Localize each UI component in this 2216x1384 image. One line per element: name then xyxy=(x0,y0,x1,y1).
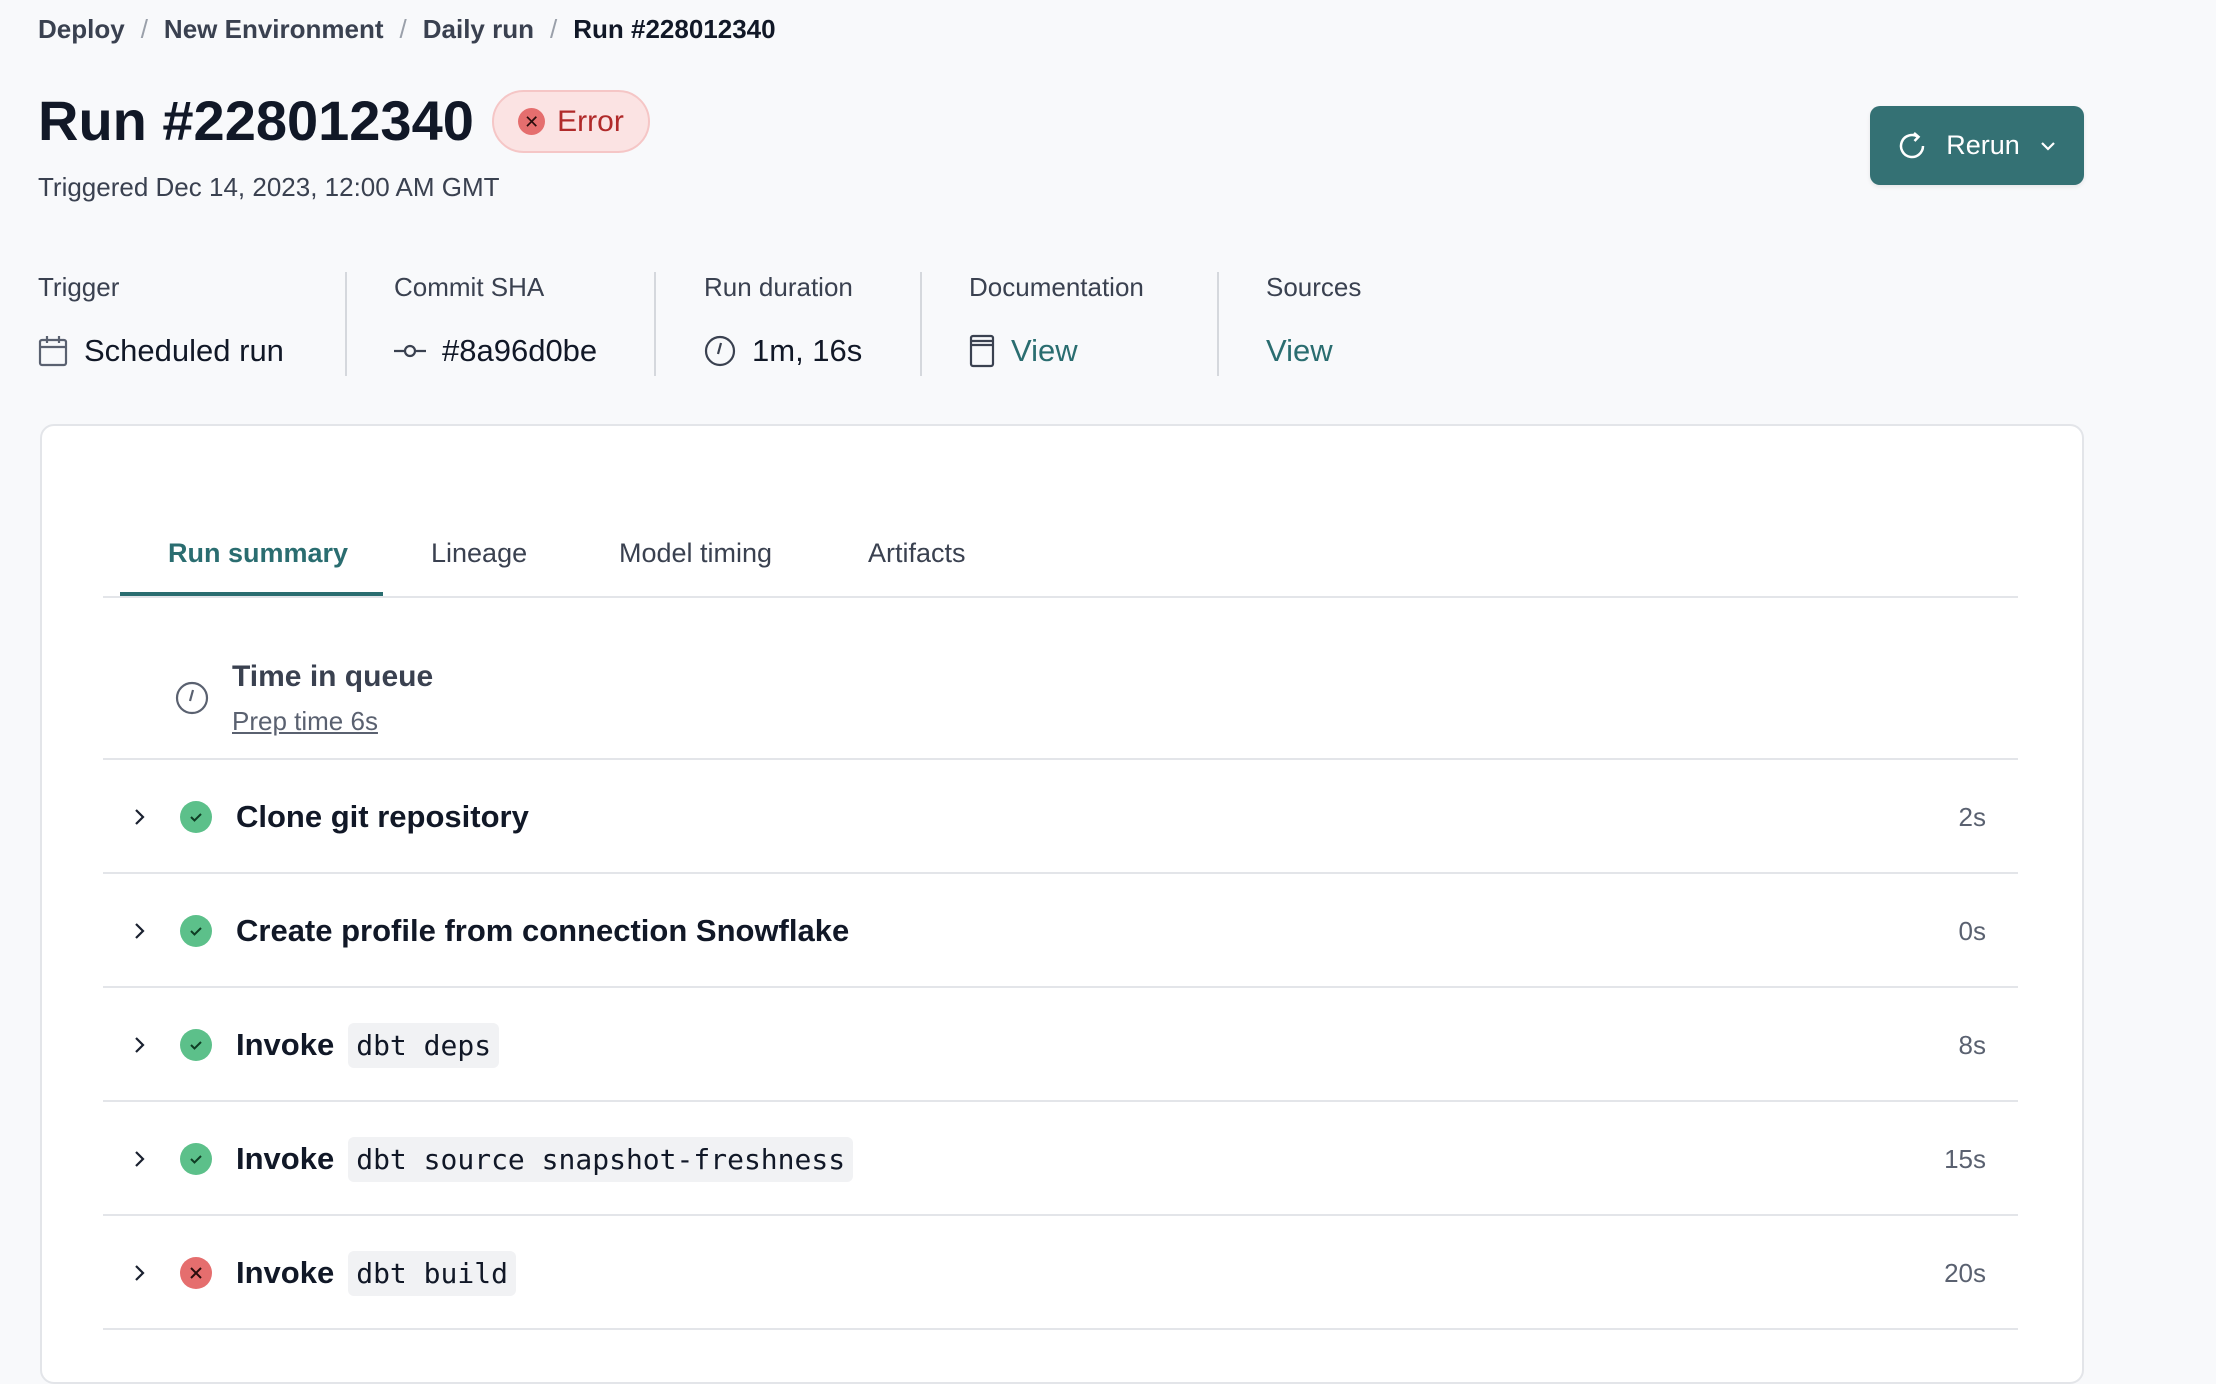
meta-label: Commit SHA xyxy=(394,272,545,302)
step-label: Invoke xyxy=(236,1255,335,1290)
meta-duration: Run duration 1m, 16s xyxy=(704,272,862,376)
meta-label: Trigger xyxy=(38,272,120,302)
calendar-icon xyxy=(38,336,68,367)
divider xyxy=(103,758,2018,760)
page-title: Run #228012340 xyxy=(38,89,474,152)
chevron-right-icon[interactable] xyxy=(103,921,177,941)
queue-title: Time in queue xyxy=(232,660,434,693)
status-text: Error xyxy=(557,104,624,138)
breadcrumb-environment[interactable]: New Environment xyxy=(163,14,384,44)
step-label: Invoke xyxy=(236,1141,335,1176)
meta-commit: Commit SHA #8a96d0be xyxy=(394,272,597,376)
success-icon xyxy=(180,1143,212,1175)
rerun-label: Rerun xyxy=(1946,130,2020,160)
meta-label: Documentation xyxy=(969,272,1144,302)
step-row[interactable]: Invoke dbt deps 8s xyxy=(103,988,2018,1102)
document-icon xyxy=(969,334,995,368)
divider xyxy=(345,272,347,376)
divider xyxy=(920,272,922,376)
meta-documentation: Documentation View xyxy=(969,272,1144,376)
tab-model-timing[interactable]: Model timing xyxy=(619,538,773,568)
tab-run-summary[interactable]: Run summary xyxy=(168,538,349,568)
step-label: Invoke xyxy=(236,1027,335,1062)
breadcrumb: Deploy / New Environment / Daily run / Run … xyxy=(38,14,776,45)
meta-label: Sources xyxy=(1266,272,1362,302)
rerun-button[interactable]: Rerun xyxy=(1870,106,2084,185)
meta-sources: Sources View xyxy=(1266,272,1361,376)
divider xyxy=(103,1328,2018,1330)
step-row[interactable]: Invoke dbt build 20s xyxy=(103,1216,2018,1330)
tab-artifacts[interactable]: Artifacts xyxy=(868,538,966,568)
step-label: Clone git repository xyxy=(236,799,529,834)
meta-value: 1m, 16s xyxy=(752,333,863,368)
success-icon xyxy=(180,915,212,947)
documentation-view-link[interactable]: View xyxy=(1011,333,1078,368)
commit-icon xyxy=(394,344,426,358)
step-label: Create profile from connection Snowflake xyxy=(236,913,850,948)
clock-icon xyxy=(704,335,736,367)
breadcrumb-separator: / xyxy=(550,14,558,44)
refresh-icon xyxy=(1899,131,1925,158)
success-icon xyxy=(180,1029,212,1061)
tab-bar: Run summary Lineage Model timing Artifac… xyxy=(103,528,2018,598)
divider xyxy=(654,272,656,376)
divider xyxy=(103,1214,2018,1216)
breadcrumb-current: Run #228012340 xyxy=(573,14,776,44)
error-icon: ✕ xyxy=(518,108,546,135)
chevron-right-icon[interactable] xyxy=(103,1149,177,1169)
meta-value: #8a96d0be xyxy=(442,333,598,368)
step-duration: 8s xyxy=(1958,1029,1986,1060)
active-tab-indicator xyxy=(120,592,383,596)
divider xyxy=(103,1100,2018,1102)
clock-icon xyxy=(175,681,209,715)
sources-view-link[interactable]: View xyxy=(1266,333,1333,368)
meta-value: Scheduled run xyxy=(84,333,284,368)
chevron-right-icon[interactable] xyxy=(103,807,177,827)
step-row[interactable]: Create profile from connection Snowflake… xyxy=(103,874,2018,988)
error-icon xyxy=(180,1257,212,1289)
divider xyxy=(103,872,2018,874)
chevron-right-icon[interactable] xyxy=(103,1263,177,1283)
divider xyxy=(1217,272,1219,376)
step-row[interactable]: Clone git repository 2s xyxy=(103,760,2018,874)
breadcrumb-job[interactable]: Daily run xyxy=(422,14,534,44)
breadcrumb-separator: / xyxy=(140,14,148,44)
prep-time-link[interactable]: Prep time 6s xyxy=(232,706,378,736)
tab-lineage[interactable]: Lineage xyxy=(431,538,528,568)
step-duration: 15s xyxy=(1944,1143,1986,1174)
breadcrumb-deploy[interactable]: Deploy xyxy=(38,14,125,44)
divider xyxy=(103,986,2018,988)
chevron-down-icon[interactable] xyxy=(2038,136,2058,156)
step-duration: 20s xyxy=(1944,1257,1986,1288)
success-icon xyxy=(180,801,212,833)
chevron-right-icon[interactable] xyxy=(103,1035,177,1055)
status-badge: ✕ Error xyxy=(492,90,650,153)
step-command: dbt build xyxy=(348,1250,516,1296)
meta-trigger: Trigger Scheduled run xyxy=(38,272,284,376)
meta-label: Run duration xyxy=(704,272,853,302)
step-command: dbt deps xyxy=(348,1022,500,1068)
step-command: dbt source snapshot-freshness xyxy=(348,1136,854,1182)
step-duration: 0s xyxy=(1958,915,1986,946)
breadcrumb-separator: / xyxy=(399,14,407,44)
step-duration: 2s xyxy=(1958,801,1986,832)
step-row[interactable]: Invoke dbt source snapshot-freshness 15s xyxy=(103,1102,2018,1216)
triggered-time: Triggered Dec 14, 2023, 12:00 AM GMT xyxy=(38,172,500,202)
